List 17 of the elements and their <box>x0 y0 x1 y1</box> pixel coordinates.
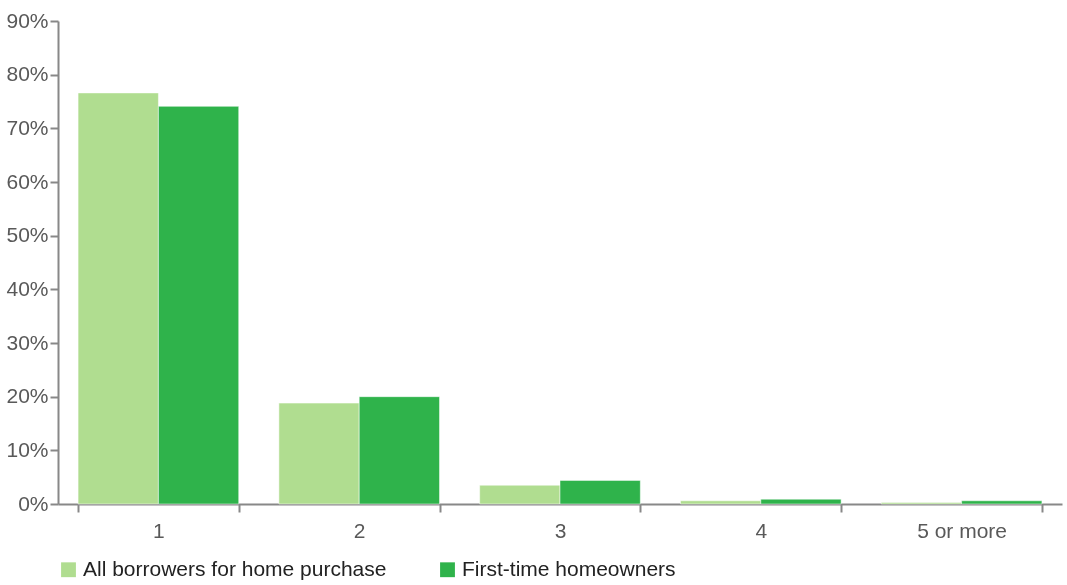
y-tick-label: 50% <box>6 223 49 247</box>
y-tick-label: 10% <box>6 437 49 461</box>
legend-label: All borrowers for home purchase <box>83 556 387 580</box>
x-tick-label: 1 <box>153 518 165 542</box>
x-tick-label: 4 <box>755 518 768 542</box>
y-tick-label: 30% <box>6 330 49 354</box>
legend-label: First-time homeowners <box>462 556 676 580</box>
y-tick-label: 80% <box>6 62 49 86</box>
y-tick-label: 40% <box>6 276 49 300</box>
y-tick-label: 20% <box>6 384 49 408</box>
y-tick-label: 70% <box>6 115 49 139</box>
y-tick-label: 0% <box>18 491 49 515</box>
x-tick-label: 5 or more <box>917 518 1008 542</box>
x-tick-label: 2 <box>353 518 366 542</box>
y-tick-label: 60% <box>6 169 49 193</box>
x-tick-label: 3 <box>554 518 567 542</box>
y-tick-label: 90% <box>6 8 49 32</box>
